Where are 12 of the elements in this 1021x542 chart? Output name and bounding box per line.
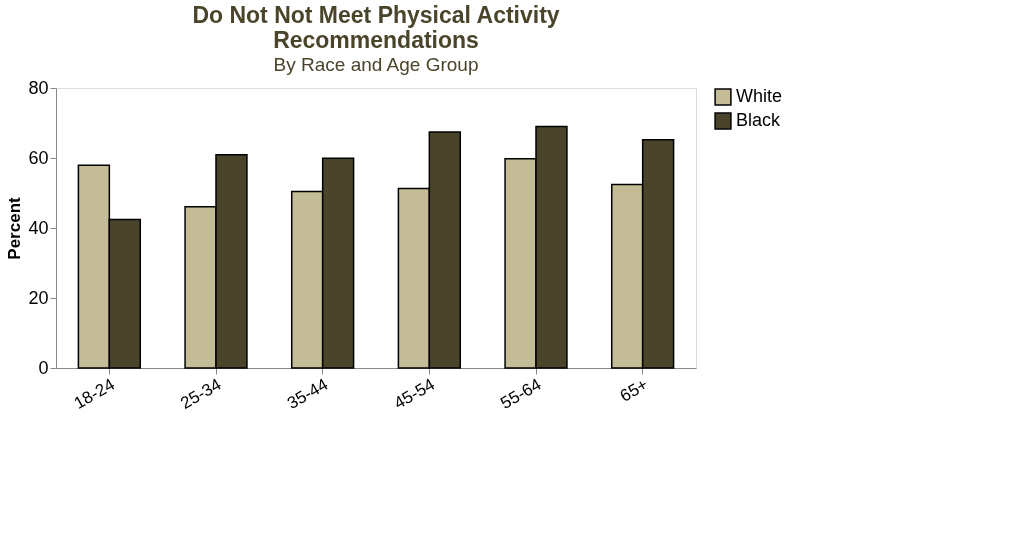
chart-title: Do Not Not Meet Physical Activity Recommendations	[192, 2, 560, 53]
y-tick-label: 60	[28, 147, 49, 168]
y-tick-label: 80	[28, 77, 49, 98]
legend-label: White	[736, 86, 783, 106]
y-tick-label: 0	[38, 357, 49, 378]
x-tick-label: 65+	[616, 374, 652, 406]
y-tick-label: 20	[28, 287, 49, 308]
chart-subtitle: By Race and Age Group	[273, 54, 479, 75]
y-axis-title: Percent	[5, 196, 25, 260]
y-tick-label: 40	[28, 217, 49, 238]
legend-label: Black	[736, 110, 782, 130]
x-tick-label: 45-54	[390, 374, 438, 413]
